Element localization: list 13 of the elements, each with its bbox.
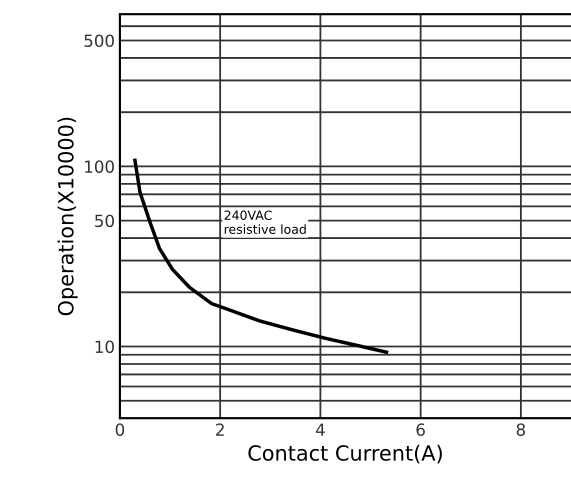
annotation: 240VAC resistive load	[224, 210, 306, 234]
x-axis-title: Contact Current(A)	[248, 444, 442, 464]
y-tick-label: 10	[96, 340, 114, 354]
x-tick-label: 4	[316, 424, 325, 436]
y-axis-title: Operation(X10000)	[58, 118, 78, 316]
y-tick-label: 100	[85, 160, 114, 173]
x-tick-label: 6	[416, 423, 425, 436]
x-tick-label: 0	[116, 423, 124, 436]
y-tick-label: 500	[84, 34, 114, 48]
y-tick-label: 50	[95, 214, 114, 228]
line-series	[133, 158, 388, 354]
x-tick-label: 2	[216, 423, 224, 436]
x-tick-label: 8	[516, 423, 526, 436]
